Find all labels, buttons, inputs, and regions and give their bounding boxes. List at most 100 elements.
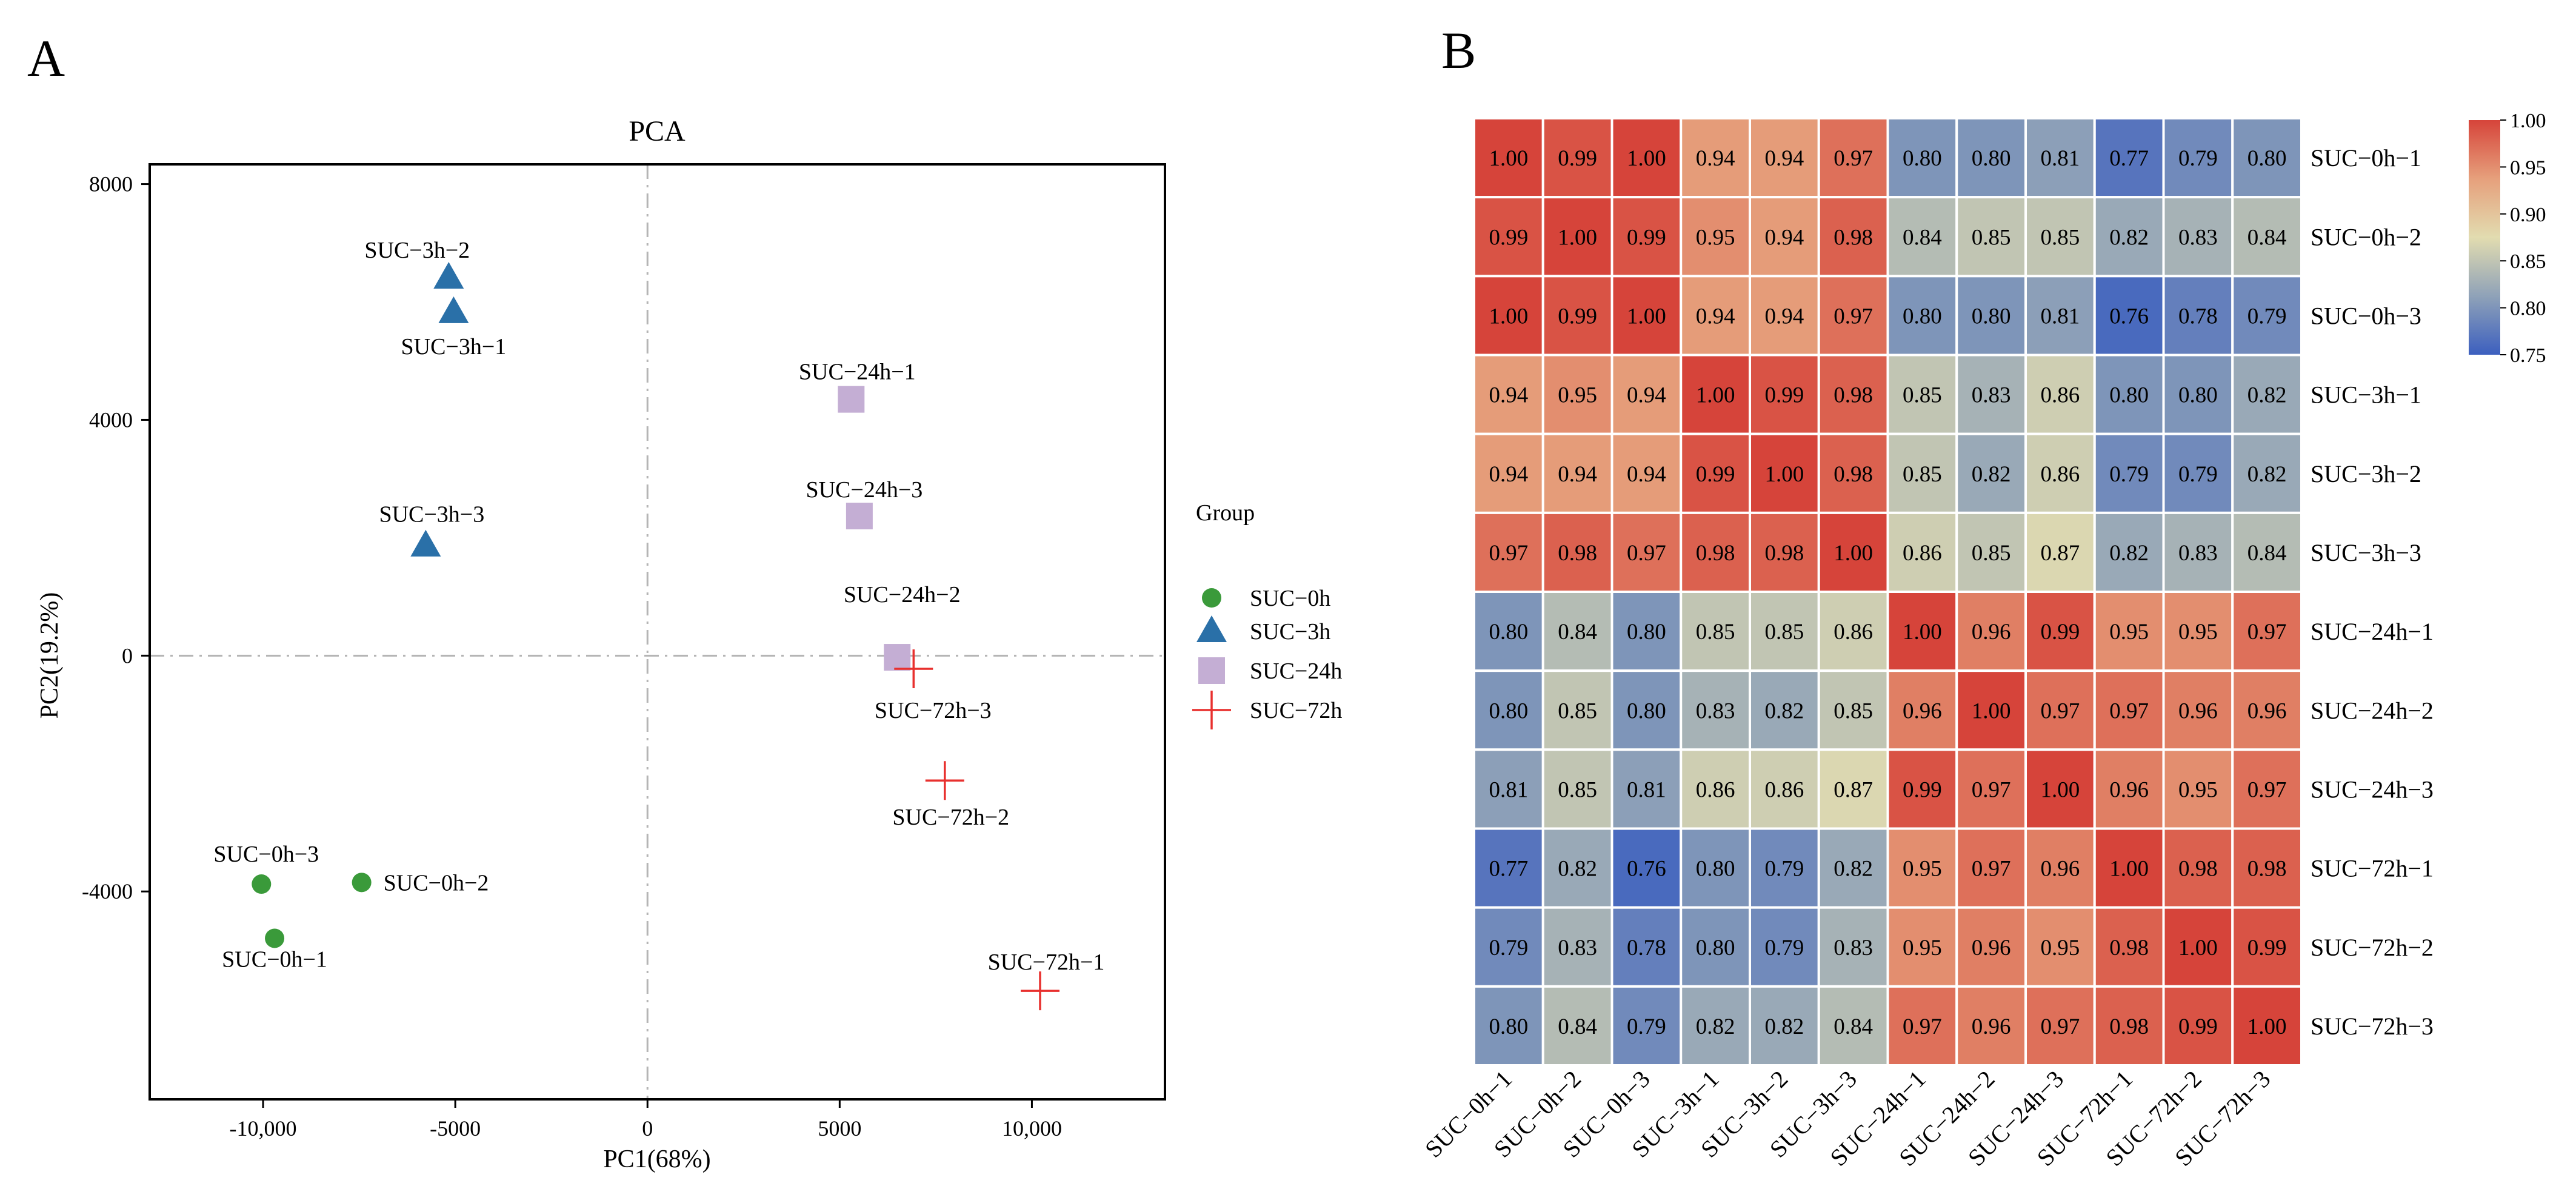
cell-value: 0.99 — [1903, 777, 1942, 802]
cell-value: 0.98 — [1558, 541, 1597, 566]
cell-value: 0.85 — [1765, 620, 1804, 645]
heatmap-cell — [2231, 196, 2303, 278]
data-point-square-marker — [846, 503, 873, 530]
row-label: SUC−72h−2 — [2311, 934, 2434, 961]
heatmap-cell — [1886, 669, 1958, 751]
point-label: SUC−24h−2 — [844, 582, 961, 608]
y-tick-label: 0 — [122, 643, 133, 668]
cell-value: 0.78 — [2178, 304, 2218, 329]
cell-value: 0.95 — [2178, 620, 2218, 645]
cell-value: 0.79 — [1765, 857, 1804, 882]
cell-value: 0.80 — [1903, 304, 1942, 329]
cell-value: 1.00 — [1834, 541, 1873, 566]
cell-value: 0.85 — [1696, 620, 1735, 645]
heatmap-cell — [1680, 432, 1751, 514]
heatmap-cell — [1680, 196, 1751, 278]
cell-value: 0.96 — [2178, 699, 2218, 723]
cell-value: 0.79 — [2178, 462, 2218, 487]
plot-frame — [148, 163, 1166, 1101]
colorbar-tick-label: 0.80 — [2510, 298, 2546, 320]
row-label: SUC−0h−1 — [2311, 144, 2421, 172]
legend-label: SUC−3h — [1250, 619, 1330, 645]
cell-value: 0.80 — [1972, 146, 2011, 171]
cell-value: 0.86 — [2041, 462, 2080, 487]
point-label: SUC−3h−2 — [364, 238, 470, 263]
cell-value: 0.84 — [2247, 225, 2287, 250]
cell-value: 1.00 — [1972, 699, 2011, 723]
colorbar-tick-label: 0.95 — [2510, 156, 2546, 179]
data-point-triangle-marker — [438, 296, 469, 323]
row-label: SUC−0h−2 — [2311, 223, 2421, 250]
row-label: SUC−3h−1 — [2311, 381, 2421, 409]
cell-value: 1.00 — [2178, 936, 2218, 960]
y-tick-label: -4000 — [82, 879, 133, 903]
cell-value: 0.82 — [2247, 383, 2287, 408]
cell-value: 0.98 — [1834, 462, 1873, 487]
legend-square-icon — [1198, 657, 1225, 684]
cell-value: 0.94 — [1489, 383, 1529, 408]
cell-value: 0.95 — [1696, 225, 1735, 250]
cell-value: 0.99 — [2247, 936, 2287, 960]
cell-value: 0.80 — [1627, 620, 1666, 645]
cell-value: 0.99 — [1696, 462, 1735, 487]
point-label: SUC−72h−2 — [892, 805, 1009, 830]
cell-value: 0.79 — [1489, 936, 1529, 960]
cell-value: 0.96 — [1972, 620, 2011, 645]
heatmap-cell — [1610, 669, 1683, 751]
heatmap-cell — [2162, 511, 2234, 593]
cell-value: 0.96 — [2041, 857, 2080, 882]
heatmap-cell — [1473, 275, 1544, 357]
cell-value: 0.84 — [1558, 620, 1597, 645]
cell-value: 0.97 — [1489, 541, 1529, 566]
y-tick-label: 4000 — [89, 407, 133, 432]
heatmap-cell — [1955, 354, 2027, 435]
heatmap-cell — [1680, 354, 1751, 435]
cell-value: 0.80 — [2178, 383, 2218, 408]
legend-label: SUC−72h — [1250, 698, 1342, 723]
heatmap-cell — [1886, 511, 1958, 593]
cell-value: 0.81 — [2041, 304, 2080, 329]
cell-value: 0.80 — [1489, 1014, 1529, 1039]
row-label: SUC−24h−1 — [2311, 618, 2434, 645]
legend-label: SUC−24h — [1250, 658, 1342, 684]
heatmap-cell — [1817, 591, 1889, 672]
cell-value: 0.97 — [1972, 857, 2011, 882]
y-axis-label: PC2(19.2%) — [36, 592, 64, 719]
cell-value: 0.97 — [2041, 699, 2080, 723]
cell-value: 0.85 — [1972, 225, 2011, 250]
heatmap-cell — [2024, 591, 2096, 672]
cell-value: 0.86 — [2041, 383, 2080, 408]
cell-value: 0.94 — [1489, 462, 1529, 487]
row-label: SUC−0h−3 — [2311, 302, 2421, 329]
cell-value: 0.98 — [2109, 1014, 2149, 1039]
cell-value: 0.85 — [1834, 699, 1873, 723]
cell-value: 0.80 — [1696, 857, 1735, 882]
colorbar-tick-label: 0.90 — [2510, 204, 2546, 226]
row-label: SUC−3h−2 — [2311, 460, 2421, 488]
heatmap-cell — [1473, 669, 1544, 751]
cell-value: 0.99 — [1765, 383, 1804, 408]
cell-value: 0.94 — [1627, 383, 1666, 408]
cell-value: 0.98 — [1834, 383, 1873, 408]
cell-value: 0.76 — [2109, 304, 2149, 329]
heatmap-cell — [2093, 985, 2165, 1067]
correlation-heatmap-panel: B 1.00 0.99 1.00 0.94 0.94 0.97 0.80 0.80 0.81 0.… — [1420, 21, 2546, 1171]
cell-value: 0.79 — [2178, 146, 2218, 171]
heatmap-cell — [1817, 511, 1889, 593]
cell-value: 0.98 — [2247, 857, 2287, 882]
legend-circle-icon — [1202, 588, 1221, 608]
heatmap-cell — [1886, 985, 1958, 1067]
data-point-square-marker — [884, 644, 911, 671]
x-tick-label: 0 — [642, 1116, 653, 1141]
heatmap-cell — [2093, 906, 2165, 988]
cell-value: 0.97 — [2109, 699, 2149, 723]
point-label: SUC−24h−1 — [799, 360, 916, 385]
row-label: SUC−72h−1 — [2311, 855, 2434, 882]
cell-value: 0.85 — [1558, 699, 1597, 723]
heatmap-cell — [1541, 748, 1613, 830]
heatmap-cell — [1749, 827, 1820, 909]
point-label: SUC−0h−2 — [384, 870, 489, 896]
cell-value: 0.95 — [1558, 383, 1597, 408]
heatmap-cell — [2231, 117, 2303, 199]
legend-triangle-icon — [1196, 615, 1227, 642]
